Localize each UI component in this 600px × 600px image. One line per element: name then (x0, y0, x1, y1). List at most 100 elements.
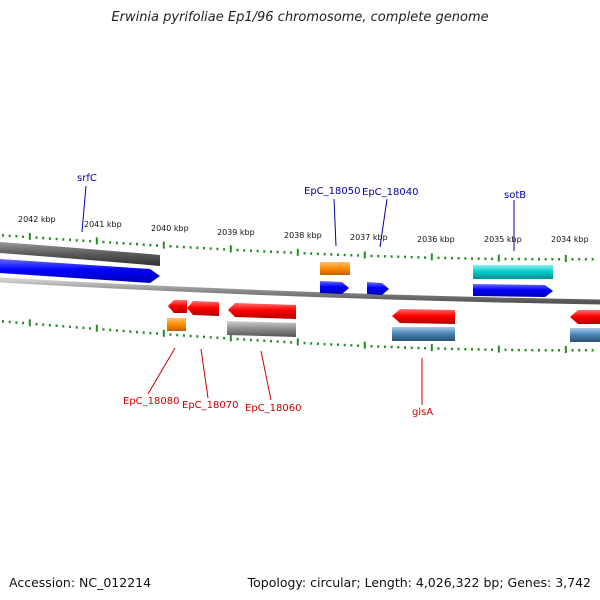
minor-tick (276, 250, 279, 254)
minor-tick (203, 335, 205, 339)
minor-tick (551, 349, 554, 352)
minor-tick (62, 238, 65, 241)
minor-tick (236, 248, 239, 252)
minor-tick (584, 258, 587, 261)
minor-tick (82, 326, 85, 330)
minor-tick (109, 328, 112, 332)
minor-tick (511, 348, 514, 352)
major-tick (28, 232, 31, 240)
minor-tick (390, 345, 393, 349)
minor-tick (176, 333, 179, 337)
major-tick (229, 334, 232, 342)
cds-right-edge[interactable] (570, 310, 600, 324)
minor-tick (578, 349, 581, 352)
minor-tick (182, 334, 185, 337)
cds-epc-18060[interactable] (228, 303, 296, 319)
misc-feature-glsA[interactable] (392, 327, 455, 341)
minor-tick (142, 331, 145, 334)
minor-tick (538, 258, 540, 261)
scale-label: 2034 kbp (551, 235, 589, 244)
rna-epc-18080[interactable] (167, 318, 186, 331)
minor-tick (330, 343, 333, 346)
misc-feature-sotB[interactable] (473, 265, 553, 279)
gene-srfC[interactable] (0, 242, 160, 266)
scale-label: 2038 kbp (284, 231, 322, 240)
minor-tick (42, 236, 45, 240)
gene-epc-18060[interactable] (227, 321, 296, 337)
minor-tick (504, 257, 507, 261)
major-tick (430, 344, 433, 352)
label-leaders-bottom (147, 347, 423, 405)
minor-tick (450, 347, 453, 351)
minor-tick (35, 322, 38, 326)
minor-tick (290, 341, 293, 344)
minor-tick (511, 257, 514, 261)
gene-label-epc-18060[interactable]: EpC_18060 (245, 403, 301, 414)
minor-tick (48, 237, 51, 240)
minor-tick (109, 241, 112, 244)
minor-tick (457, 257, 460, 260)
gene-label-epc-18070[interactable]: EpC_18070 (182, 400, 238, 411)
minor-tick (223, 248, 226, 251)
minor-tick (69, 325, 71, 329)
minor-tick (182, 245, 185, 249)
minor-tick (156, 332, 159, 335)
cds-epc-18070[interactable] (187, 301, 219, 316)
minor-tick (471, 257, 473, 260)
minor-tick (149, 331, 152, 335)
major-tick (430, 253, 433, 261)
minor-tick (477, 257, 480, 260)
cds-epc-18050[interactable] (320, 281, 349, 294)
minor-tick (42, 323, 45, 326)
minor-tick (55, 237, 58, 241)
scale-label: 2037 kbp (350, 233, 388, 242)
cds-sotB[interactable] (473, 284, 553, 297)
major-tick (229, 245, 232, 253)
minor-tick (196, 335, 199, 338)
minor-tick (283, 251, 286, 254)
gene-label-srfC[interactable]: srfC (77, 173, 97, 184)
gene-label-epc-18040[interactable]: EpC_18040 (362, 187, 418, 198)
minor-tick (8, 320, 11, 324)
gene-label-glsA[interactable]: glsA (412, 407, 433, 418)
minor-tick (256, 339, 259, 342)
scale-label: 2036 kbp (417, 235, 455, 244)
minor-tick (464, 257, 467, 260)
minor-tick (424, 256, 427, 259)
minor-tick (35, 236, 38, 239)
minor-tick (156, 244, 159, 247)
gene-label-sotB[interactable]: sotB (504, 190, 526, 201)
minor-tick (55, 324, 58, 327)
minor-tick (323, 252, 326, 256)
rna-epc-18050[interactable] (320, 262, 350, 275)
minor-tick (417, 256, 420, 259)
minor-tick (310, 252, 313, 255)
minor-tick (383, 255, 386, 258)
minor-tick (337, 343, 339, 346)
minor-tick (551, 258, 554, 261)
minor-tick (2, 320, 4, 323)
misc-feature-right-edge[interactable] (570, 328, 600, 342)
minor-tick (2, 234, 4, 237)
scale-ticks-top (2, 232, 594, 262)
minor-tick (48, 324, 51, 327)
cds-epc-18040[interactable] (367, 282, 389, 295)
minor-tick (457, 347, 460, 351)
minor-tick (531, 348, 534, 352)
minor-tick (276, 340, 279, 343)
minor-tick (524, 257, 527, 261)
minor-tick (62, 325, 65, 328)
minor-tick (383, 345, 386, 348)
cds-epc-18080[interactable] (168, 300, 187, 313)
minor-tick (102, 240, 105, 244)
minor-tick (303, 252, 306, 255)
minor-tick (417, 346, 420, 350)
gene-label-epc-18080[interactable]: EpC_18080 (123, 396, 179, 407)
cds-glsA[interactable] (392, 309, 455, 324)
scale-label: 2039 kbp (217, 228, 255, 237)
minor-tick (464, 348, 467, 351)
gene-label-epc-18050[interactable]: EpC_18050 (304, 186, 360, 197)
cds-srfC[interactable] (0, 259, 160, 283)
minor-tick (75, 239, 78, 242)
